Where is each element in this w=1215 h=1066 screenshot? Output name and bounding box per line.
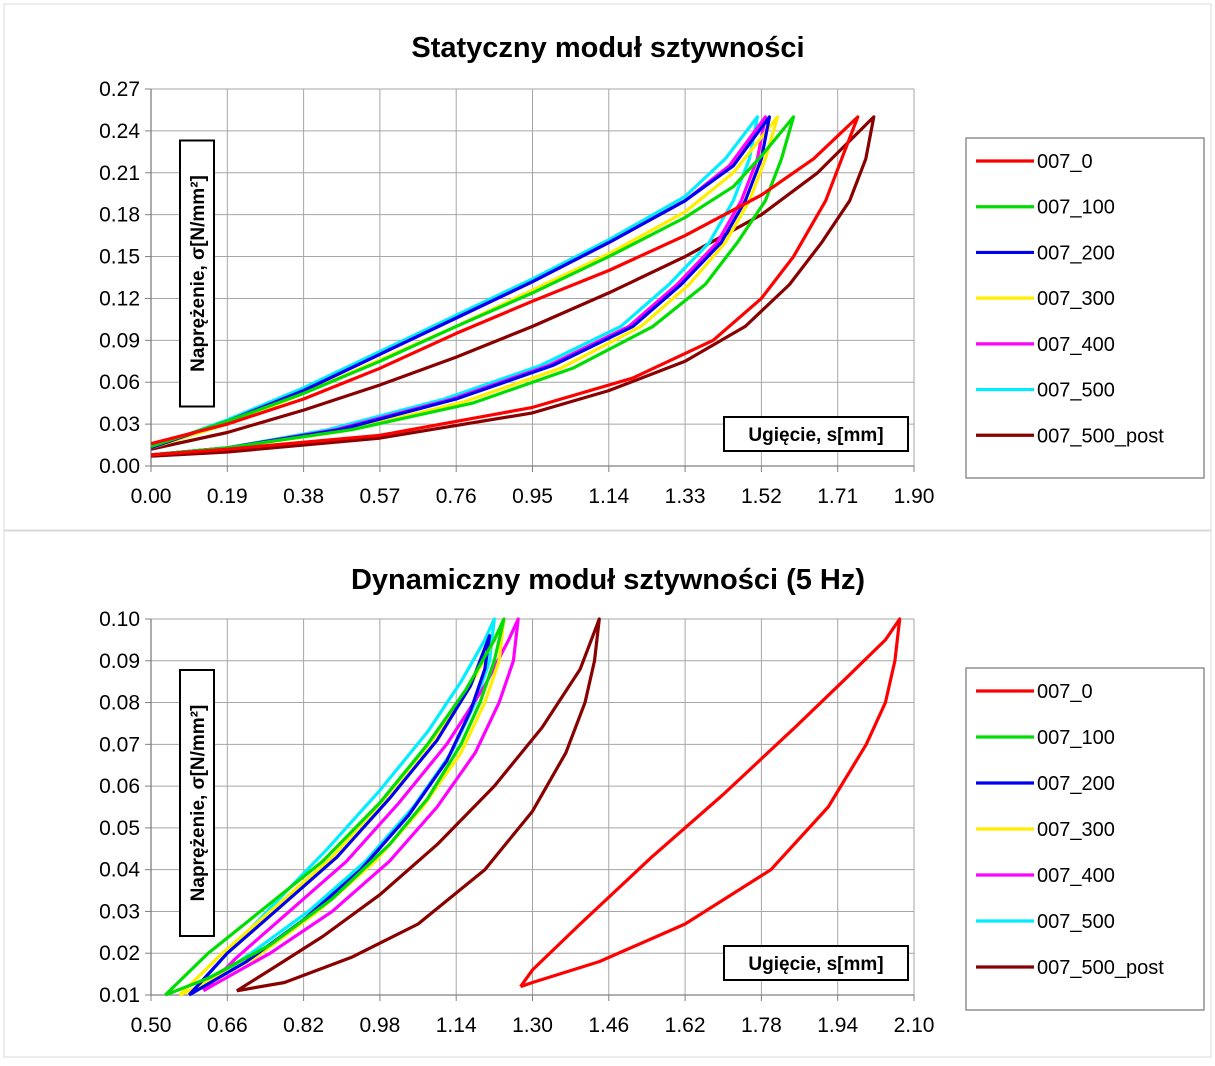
legend-label: 007_500_post: [1037, 425, 1164, 447]
legend-item-007_200: 007_200: [976, 773, 1115, 795]
x-tick-label: 1.33: [665, 485, 706, 508]
y-tick-label: 0.03: [99, 900, 140, 923]
chart-title: Dynamiczny moduł sztywności (5 Hz): [351, 564, 865, 596]
series-line-007_500_post: [235, 617, 601, 993]
series-line-007_100: [164, 617, 506, 997]
y-tick-label: 0.00: [99, 455, 140, 478]
legend-item-007_300: 007_300: [976, 288, 1115, 310]
y-axis-label-text: Naprężenie, σ[N/mm²]: [188, 705, 209, 902]
x-tick-label: 2.10: [894, 1014, 935, 1037]
y-tick-label: 0.04: [99, 859, 140, 882]
legend-label: 007_300: [1037, 288, 1115, 310]
x-tick-label: 0.00: [131, 485, 172, 508]
x-tick-label: 0.50: [131, 1014, 172, 1037]
y-tick-label: 0.21: [99, 162, 140, 185]
y-tick-label: 0.03: [99, 413, 140, 436]
legend-label: 007_500: [1037, 380, 1115, 402]
x-tick-label: 1.71: [817, 485, 858, 508]
y-axis-label-text: Naprężenie, σ[N/mm²]: [188, 175, 209, 372]
y-tick-label: 0.27: [99, 78, 140, 101]
series-group: [164, 617, 902, 997]
legend-item-007_400: 007_400: [976, 865, 1115, 887]
series-line-007_0: [151, 115, 860, 457]
y-tick-label: 0.05: [99, 817, 140, 840]
x-tick-label: 0.19: [207, 485, 248, 508]
y-tick-label: 0.09: [99, 650, 140, 673]
x-tick-label: 1.14: [436, 1014, 477, 1037]
series-line-007_200: [151, 115, 771, 457]
legend-label: 007_300: [1037, 819, 1115, 841]
legend-item-007_500: 007_500: [976, 911, 1115, 933]
y-tick-label: 0.18: [99, 204, 140, 227]
legend-label: 007_500: [1037, 911, 1115, 933]
y-tick-label: 0.02: [99, 942, 140, 965]
legend-label: 007_400: [1037, 334, 1115, 356]
x-tick-label: 0.38: [283, 485, 324, 508]
dynamic-stiffness-panel: Dynamiczny moduł sztywności (5 Hz) 0.50 0.…: [3, 530, 1212, 1058]
x-tick-label: 0.66: [207, 1014, 248, 1037]
legend-label: 007_200: [1037, 773, 1115, 795]
series-line-007_400: [202, 617, 520, 993]
legend-item-007_0: 007_0: [976, 681, 1093, 703]
series-group: [151, 115, 876, 458]
y-tick-label: 0.15: [99, 246, 140, 269]
legend: 007_0 007_100 007_200 007_300 007_400 007_500…: [965, 137, 1205, 479]
y-axis-label: Naprężenie, σ[N/mm²]: [179, 139, 215, 408]
y-tick-label: 0.09: [99, 329, 140, 352]
legend-item-007_500_post: 007_500_post: [976, 957, 1164, 979]
legend-item-007_0: 007_0: [976, 151, 1093, 173]
series-line-007_0: [519, 617, 902, 989]
y-tick-label: 0.07: [99, 733, 140, 756]
legend-label: 007_100: [1037, 197, 1115, 219]
y-tick-label: 0.06: [99, 371, 140, 394]
legend-item-007_200: 007_200: [976, 242, 1115, 264]
static-stiffness-panel: Statyczny moduł sztywności 0.00 0.19 0.38 0.…: [3, 3, 1212, 531]
series-line-007_500: [192, 617, 496, 993]
legend-item-007_500_post: 007_500_post: [976, 425, 1164, 447]
x-tick-label: 1.14: [588, 485, 629, 508]
y-tick-label: 0.24: [99, 120, 140, 143]
x-tick-label: 0.57: [359, 485, 400, 508]
x-tick-label: 1.62: [665, 1014, 706, 1037]
x-axis-label: Ugięcie, s[mm]: [723, 416, 909, 452]
legend-label: 007_400: [1037, 865, 1115, 887]
x-axis-label: Ugięcie, s[mm]: [723, 945, 909, 981]
legend-item-007_100: 007_100: [976, 727, 1115, 749]
x-tick-label: 1.78: [741, 1014, 782, 1037]
series-line-007_500_post: [151, 115, 876, 458]
x-tick-label: 0.98: [359, 1014, 400, 1037]
y-axis-label: Naprężenie, σ[N/mm²]: [179, 669, 215, 937]
legend-item-007_500: 007_500: [976, 380, 1115, 402]
chart-title: Statyczny moduł sztywności: [411, 32, 804, 64]
legend-label: 007_0: [1037, 681, 1093, 703]
y-tick-label: 0.08: [99, 692, 140, 715]
legend-item-007_400: 007_400: [976, 334, 1115, 356]
x-axis-label-text: Ugięcie, s[mm]: [748, 425, 883, 446]
legend-label: 007_200: [1037, 242, 1115, 264]
x-tick-label: 1.94: [817, 1014, 858, 1037]
y-tick-label: 0.10: [99, 608, 140, 631]
x-tick-label: 0.95: [512, 485, 553, 508]
x-tick-label: 1.30: [512, 1014, 553, 1037]
x-axis-label-text: Ugięcie, s[mm]: [748, 954, 883, 975]
legend-label: 007_0: [1037, 151, 1093, 173]
legend-item-007_100: 007_100: [976, 197, 1115, 219]
y-tick-label: 0.01: [99, 984, 140, 1007]
y-tick-label: 0.12: [99, 287, 140, 310]
x-tick-label: 1.52: [741, 485, 782, 508]
x-tick-label: 0.76: [436, 485, 477, 508]
legend-label: 007_100: [1037, 727, 1115, 749]
legend-label: 007_500_post: [1037, 957, 1164, 979]
x-tick-label: 1.90: [894, 485, 935, 508]
x-tick-label: 0.82: [283, 1014, 324, 1037]
series-line-007_100: [151, 115, 796, 457]
x-tick-label: 1.46: [588, 1014, 629, 1037]
legend: 007_0 007_100 007_200 007_300 007_400 007_500…: [965, 667, 1205, 1011]
legend-item-007_300: 007_300: [976, 819, 1115, 841]
y-tick-label: 0.06: [99, 775, 140, 798]
